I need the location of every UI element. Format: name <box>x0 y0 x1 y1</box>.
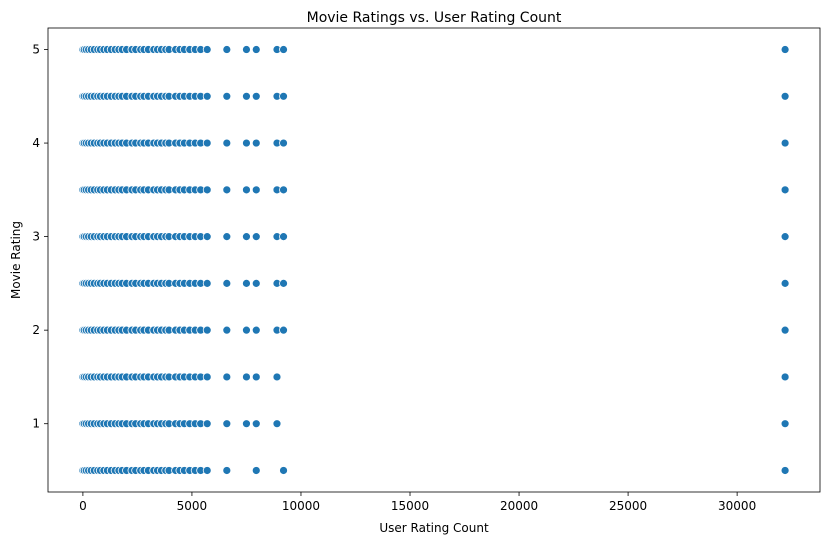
y-axis-label: Movie Rating <box>9 221 23 299</box>
scatter-point <box>251 419 261 429</box>
x-tick-label: 5000 <box>177 499 208 513</box>
scatter-point <box>242 138 251 148</box>
scatter-point <box>279 325 288 335</box>
scatter-point <box>202 185 212 195</box>
scatter-point <box>780 278 790 288</box>
scatter-point <box>202 278 212 288</box>
scatter-point <box>242 232 251 242</box>
scatter-point <box>780 372 790 382</box>
x-tick-label: 30000 <box>718 499 756 513</box>
scatter-point <box>272 419 282 429</box>
scatter-point <box>251 232 261 242</box>
scatter-point <box>242 91 251 101</box>
y-tick-label: 2 <box>32 323 40 337</box>
scatter-point <box>222 278 232 288</box>
scatter-point <box>780 45 790 54</box>
scatter-point <box>279 466 288 475</box>
scatter-point <box>202 419 212 429</box>
scatter-point <box>780 419 790 429</box>
x-tick-label: 25000 <box>609 499 647 513</box>
x-tick-label: 15000 <box>391 499 429 513</box>
scatter-point <box>222 372 232 382</box>
scatter-point <box>222 45 232 54</box>
scatter-point <box>242 325 251 335</box>
scatter-point <box>202 45 212 54</box>
scatter-point <box>222 232 232 242</box>
x-tick-label: 20000 <box>500 499 538 513</box>
scatter-point <box>222 419 232 429</box>
scatter-point <box>279 138 288 148</box>
scatter-point <box>780 91 790 101</box>
x-tick-label: 0 <box>79 499 87 513</box>
scatter-point <box>202 372 212 382</box>
scatter-point <box>272 372 282 382</box>
scatter-point <box>242 185 251 195</box>
data-points <box>78 45 790 475</box>
scatter-point <box>251 325 261 335</box>
plot-frame <box>47 27 821 493</box>
scatter-point <box>242 45 251 54</box>
scatter-point <box>251 91 261 101</box>
scatter-point <box>251 185 261 195</box>
scatter-point <box>251 466 261 475</box>
scatter-point <box>242 278 251 288</box>
scatter-point <box>222 325 232 335</box>
scatter-point <box>222 466 232 475</box>
scatter-point <box>222 185 232 195</box>
scatter-point <box>279 185 288 195</box>
x-axis: 0 5000 10000 15000 20000 25000 30000 <box>79 492 756 513</box>
scatter-point <box>780 185 790 195</box>
y-tick-label: 3 <box>32 230 40 244</box>
scatter-point <box>251 278 261 288</box>
chart-title: Movie Ratings vs. User Rating Count <box>307 10 562 26</box>
scatter-point <box>202 138 212 148</box>
scatter-point <box>222 91 232 101</box>
scatter-point <box>242 372 251 382</box>
scatter-point <box>202 325 212 335</box>
scatter-point <box>251 138 261 148</box>
scatter-point <box>780 232 790 242</box>
scatter-point <box>242 419 251 429</box>
y-tick-label: 1 <box>32 417 40 431</box>
y-tick-label: 5 <box>32 43 40 57</box>
scatter-point <box>251 372 261 382</box>
scatter-point <box>279 45 288 54</box>
x-axis-label: User Rating Count <box>379 521 489 535</box>
scatter-point <box>202 232 212 242</box>
scatter-point <box>780 466 790 475</box>
scatter-point <box>279 91 288 101</box>
y-axis: 1 2 3 4 5 <box>32 43 48 431</box>
scatter-point <box>279 278 288 288</box>
scatter-point <box>279 232 288 242</box>
scatter-point <box>202 466 212 475</box>
x-tick-label: 10000 <box>282 499 320 513</box>
scatter-point <box>780 325 790 335</box>
y-tick-label: 4 <box>32 136 40 150</box>
scatter-point <box>202 91 212 101</box>
scatter-point <box>222 138 232 148</box>
scatter-point <box>780 138 790 148</box>
scatter-point <box>251 45 261 54</box>
